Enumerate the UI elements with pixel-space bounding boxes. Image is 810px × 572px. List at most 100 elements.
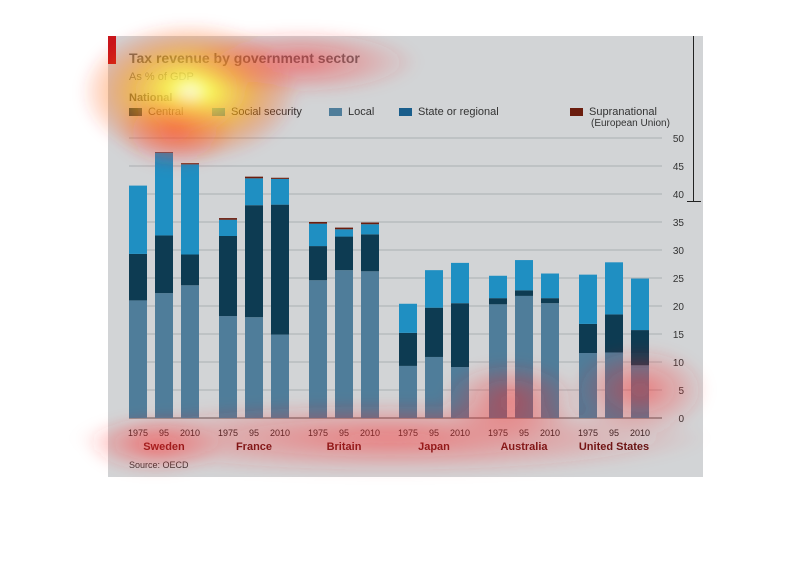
bar-segment-social-security (219, 219, 237, 236)
country-label: United States (579, 441, 649, 453)
bar-segment-social-security (271, 178, 289, 205)
y-tick-label: 30 (673, 246, 685, 257)
bar-segment-local (631, 365, 649, 418)
bar-segment-supranational (181, 163, 199, 165)
x-year-label: 95 (339, 428, 349, 438)
bar-segment-social-security (541, 273, 559, 299)
x-year-label: 2010 (270, 428, 290, 438)
y-tick-label: 20 (673, 302, 685, 313)
legend-item-state-or-regional: State or regional (399, 106, 499, 118)
x-year-label: 1975 (578, 428, 598, 438)
bar-segment-local (155, 293, 173, 418)
country-label: Australia (500, 441, 548, 453)
x-year-label: 2010 (180, 428, 200, 438)
bar-segment-central (129, 253, 147, 301)
y-tick-label: 40 (673, 190, 685, 201)
bar-segment-central (155, 235, 173, 294)
bar-segment-local (489, 304, 507, 418)
bar-segment-central (425, 307, 443, 357)
bar-segment-central (309, 246, 327, 281)
y-tick-label: 25 (673, 274, 685, 285)
y-tick-label: 15 (673, 330, 685, 341)
x-year-label: 2010 (630, 428, 650, 438)
bar-segment-local (245, 317, 263, 418)
y-tick-label: 0 (678, 414, 684, 425)
y-tick-label: 45 (673, 162, 685, 173)
bar-segment-supranational (335, 227, 353, 230)
bracket-tick (687, 201, 701, 202)
bar-segment-local (361, 271, 379, 418)
bar-segment-social-security (399, 303, 417, 333)
country-label: France (236, 441, 272, 453)
bar-segment-social-security (579, 274, 597, 324)
bar-segment-local (219, 316, 237, 418)
bar-segment-central (219, 236, 237, 317)
y-tick-label: 50 (673, 134, 685, 145)
bar-segment-social-security (245, 178, 263, 206)
bar-segment-local (129, 300, 147, 418)
bar-segment-central (515, 290, 533, 296)
bar-segment-central (605, 314, 623, 353)
bar-segment-local (541, 303, 559, 418)
bar-segment-supranational (155, 152, 173, 153)
bar-segment-central (335, 236, 353, 271)
bar-segment-central (361, 234, 379, 272)
bar-segment-local (271, 334, 289, 418)
bar-segment-local (181, 285, 199, 418)
bar-segment-social-security (309, 223, 327, 247)
legend-swatch-supranational (570, 108, 583, 116)
bar-segment-social-security (489, 275, 507, 299)
legend-label-local: Local (348, 106, 375, 118)
bar-segment-local (335, 270, 353, 418)
bar-segment-supranational (271, 177, 289, 179)
bar-segment-central (245, 205, 263, 318)
legend-swatch-local (329, 108, 342, 116)
country-label: Japan (418, 441, 450, 453)
bar-segment-supranational (309, 222, 327, 224)
x-year-label: 2010 (450, 428, 470, 438)
x-year-label: 95 (519, 428, 529, 438)
bar-segment-social-security (335, 229, 353, 237)
bar-segment-supranational (245, 176, 263, 179)
bar-segment-local (451, 367, 469, 418)
x-year-label: 1975 (128, 428, 148, 438)
bar-segment-local (605, 352, 623, 418)
bar-segment-social-security (155, 152, 173, 236)
y-tick-label: 35 (673, 218, 685, 229)
x-year-label: 95 (609, 428, 619, 438)
source-note: Source: OECD (129, 460, 189, 470)
y-tick-label: 10 (673, 358, 685, 369)
bar-segment-social-security (631, 278, 649, 331)
bar-segment-central (399, 332, 417, 366)
bar-segment-central (541, 298, 559, 304)
x-year-label: 2010 (540, 428, 560, 438)
bar-segment-social-security (181, 164, 199, 255)
legend-swatch-state-or-regional (399, 108, 412, 116)
bracket-line (693, 36, 694, 201)
bar-segment-local (399, 365, 417, 418)
y-tick-label: 5 (678, 386, 684, 397)
legend-item-supranational: Supranational (570, 106, 657, 118)
bar-segment-social-security (425, 270, 443, 308)
country-label: Sweden (143, 441, 185, 453)
country-label: Britain (327, 441, 362, 453)
x-year-label: 95 (429, 428, 439, 438)
x-year-label: 95 (159, 428, 169, 438)
bar-segment-social-security (361, 224, 379, 235)
bar-segment-local (309, 280, 327, 418)
x-year-label: 1975 (398, 428, 418, 438)
x-year-label: 2010 (360, 428, 380, 438)
bar-segment-local (425, 356, 443, 418)
legend-supranational-sub: (European Union) (591, 118, 670, 129)
bar-segment-central (451, 303, 469, 368)
x-year-label: 1975 (308, 428, 328, 438)
bar-segment-social-security (451, 262, 469, 304)
bar-segment-social-security (515, 260, 533, 291)
bar-segment-local (579, 353, 597, 418)
x-year-label: 1975 (488, 428, 508, 438)
bar-segment-central (579, 323, 597, 354)
bar-segment-supranational (361, 222, 379, 225)
bar-segment-central (631, 330, 649, 366)
legend-label-state-or-regional: State or regional (418, 106, 499, 118)
